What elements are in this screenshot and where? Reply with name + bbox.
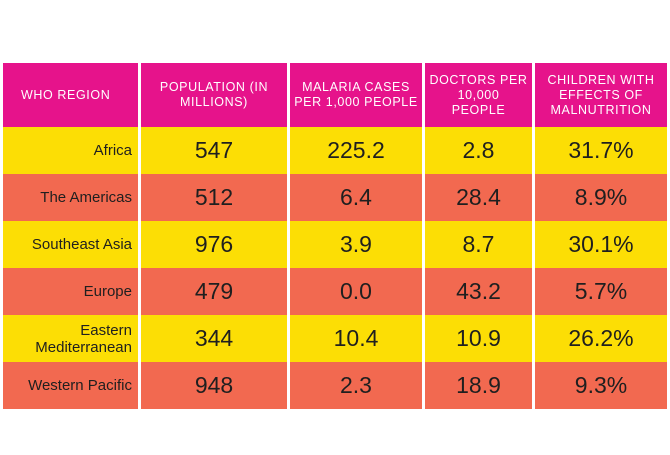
row-doctors-cell: 43.2: [425, 268, 532, 315]
who-region-table: WHO REGION POPULATION (IN MILLIONS) MALA…: [3, 63, 667, 409]
row-population-cell: 512: [141, 174, 287, 221]
row-malnutrition-cell: 26.2%: [535, 315, 667, 362]
row-doctors-cell: 18.9: [425, 362, 532, 409]
row-doctors-cell: 28.4: [425, 174, 532, 221]
row-population-cell: 547: [141, 127, 287, 174]
row-doctors-cell: 2.8: [425, 127, 532, 174]
row-malnutrition-cell: 8.9%: [535, 174, 667, 221]
row-region-cell: The Americas: [3, 174, 138, 221]
header-malnutrition: CHILDREN WITH EFFECTS OF MALNUTRITION: [535, 63, 667, 127]
row-malaria-cell: 2.3: [290, 362, 422, 409]
row-population-cell: 479: [141, 268, 287, 315]
row-population-cell: 948: [141, 362, 287, 409]
row-malaria-cell: 0.0: [290, 268, 422, 315]
row-region-cell: Africa: [3, 127, 138, 174]
row-region-cell: Europe: [3, 268, 138, 315]
row-doctors-cell: 10.9: [425, 315, 532, 362]
row-malaria-cell: 6.4: [290, 174, 422, 221]
row-malaria-cell: 3.9: [290, 221, 422, 268]
row-malaria-cell: 225.2: [290, 127, 422, 174]
row-population-cell: 344: [141, 315, 287, 362]
header-malaria-cases: MALARIA CASES PER 1,000 PEOPLE: [290, 63, 422, 127]
row-population-cell: 976: [141, 221, 287, 268]
row-region-cell: Eastern Mediterranean: [3, 315, 138, 362]
row-malnutrition-cell: 30.1%: [535, 221, 667, 268]
row-malnutrition-cell: 9.3%: [535, 362, 667, 409]
row-malnutrition-cell: 31.7%: [535, 127, 667, 174]
row-region-cell: Western Pacific: [3, 362, 138, 409]
row-malnutrition-cell: 5.7%: [535, 268, 667, 315]
row-region-cell: Southeast Asia: [3, 221, 138, 268]
header-doctors: DOCTORS PER 10,000 PEOPLE: [425, 63, 532, 127]
header-population: POPULATION (IN MILLIONS): [141, 63, 287, 127]
header-who-region: WHO REGION: [3, 63, 138, 127]
row-malaria-cell: 10.4: [290, 315, 422, 362]
row-doctors-cell: 8.7: [425, 221, 532, 268]
